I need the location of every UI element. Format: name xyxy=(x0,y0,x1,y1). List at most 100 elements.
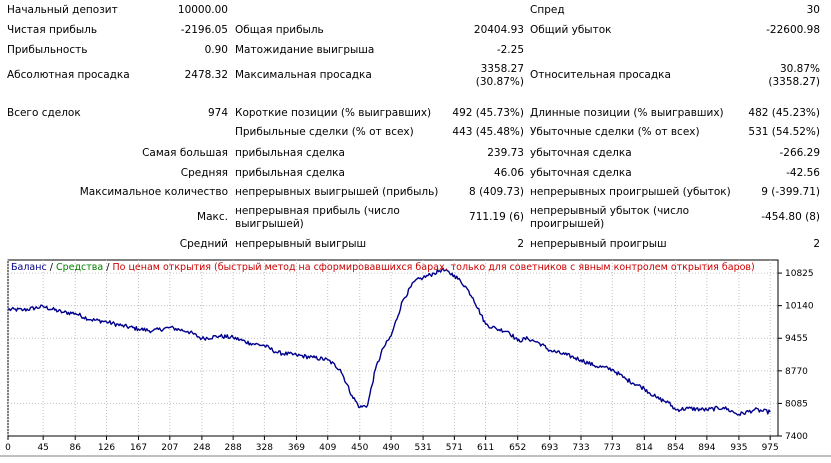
x-tick-label: 611 xyxy=(477,443,494,453)
balance-chart-panel: 0 45 86 126 167 207 248 288 328 369 409 450 490 531 57… xyxy=(0,258,831,463)
x-tick-label: 167 xyxy=(130,443,147,453)
y-tick-label: 8085 xyxy=(785,399,808,409)
x-tick-label: 126 xyxy=(98,443,115,453)
y-tick-label: 8770 xyxy=(785,367,808,377)
average-profit-label: прибыльная сделка xyxy=(235,167,345,179)
x-tick-label: 773 xyxy=(604,443,621,453)
legend-balance: Баланс xyxy=(11,262,47,273)
profit-trades-label: Прибыльные сделки (% от всех) xyxy=(235,126,414,138)
profit-factor-label: Прибыльность xyxy=(7,44,88,56)
x-tick-label: 0 xyxy=(5,443,11,453)
max-count-losses-value: 9 (-399.71) xyxy=(761,186,820,198)
x-tick-label: 207 xyxy=(161,443,178,453)
largest-profit-label: прибыльная сделка xyxy=(235,147,345,159)
x-tick-label: 733 xyxy=(572,443,589,453)
max-amount-wins-value: 711.19 (6) xyxy=(469,211,524,223)
x-tick-label: 814 xyxy=(636,443,653,453)
rel-drawdown-label: Относительная просадка xyxy=(530,69,671,81)
avg-consecutive-losses-label: непрерывный проигрыш xyxy=(530,238,667,250)
x-tick-label: 894 xyxy=(698,443,715,453)
rel-drawdown-percent: 30.87% xyxy=(779,63,820,75)
x-axis: 0 45 86 126 167 207 248 288 328 369 409 450 490 531 57… xyxy=(0,436,831,457)
max-count-prefix: Максимальное количество xyxy=(79,186,228,198)
x-tick-label: 652 xyxy=(509,443,526,453)
avg-consecutive-losses-value: 2 xyxy=(813,238,820,250)
max-drawdown-percent: (30.87%) xyxy=(475,76,524,88)
average-prefix: Средняя xyxy=(180,167,228,179)
x-tick-label: 369 xyxy=(288,443,305,453)
largest-loss-value: -266.29 xyxy=(779,147,820,159)
gross-loss-value: -22600.98 xyxy=(766,24,820,36)
net-profit-label: Чистая прибыль xyxy=(7,24,98,36)
short-positions-value: 492 (45.73%) xyxy=(452,107,524,119)
largest-profit-value: 239.73 xyxy=(487,147,524,159)
x-tick-label: 450 xyxy=(351,443,368,453)
balance-line xyxy=(7,267,771,416)
spread-value: 30 xyxy=(806,4,820,16)
expected-payoff-value: -2.25 xyxy=(496,44,524,56)
max-amount-losses-value: -454.80 (8) xyxy=(761,211,820,223)
x-tick-label: 693 xyxy=(541,443,558,453)
x-tick-label: 45 xyxy=(37,443,48,453)
x-tick-label: 490 xyxy=(382,443,399,453)
rel-drawdown-value: (3358.27) xyxy=(768,76,820,88)
total-trades-value: 974 xyxy=(207,107,228,119)
x-tick-label: 935 xyxy=(730,443,747,453)
x-tick-label: 409 xyxy=(319,443,336,453)
gross-profit-label: Общая прибыль xyxy=(235,24,324,36)
report-stats: Начальный депозит 10000.00 Спред 30 Чист… xyxy=(7,4,820,250)
average-profit-value: 46.06 xyxy=(493,167,524,179)
largest-prefix: Самая большая xyxy=(142,147,228,159)
short-positions-label: Короткие позиции (% выигравших) xyxy=(235,107,432,119)
long-positions-value: 482 (45.23%) xyxy=(748,107,820,119)
y-axis: 7400 8085 8770 9455 10140 10825 xyxy=(778,269,814,442)
largest-loss-label: убыточная сделка xyxy=(530,147,632,159)
chart-legend: Баланс / Средства / По ценам открытия (б… xyxy=(11,262,755,274)
initial-deposit-label: Начальный депозит xyxy=(7,4,118,16)
gross-profit-value: 20404.93 xyxy=(473,24,524,36)
initial-deposit-value: 10000.00 xyxy=(177,4,228,16)
legend-equity: Средства xyxy=(55,262,104,273)
max-drawdown-label: Максимальная просадка xyxy=(235,69,372,81)
x-tick-label: 86 xyxy=(70,443,82,453)
y-tick-label: 10140 xyxy=(785,302,814,312)
average-loss-label: убыточная сделка xyxy=(530,167,632,179)
avg-consecutive-prefix: Средний xyxy=(179,238,228,250)
max-drawdown-value: 3358.27 xyxy=(480,63,524,75)
legend-separator: / xyxy=(106,262,110,273)
average-loss-value: -42.56 xyxy=(786,167,820,179)
loss-trades-value: 531 (54.52%) xyxy=(748,126,820,138)
x-tick-label: 328 xyxy=(256,443,273,453)
max-count-wins-value: 8 (409.73) xyxy=(469,186,524,198)
abs-drawdown-label: Абсолютная просадка xyxy=(7,69,130,81)
profit-factor-value: 0.90 xyxy=(204,44,228,56)
avg-consecutive-wins-value: 2 xyxy=(517,238,524,250)
x-tick-label: 531 xyxy=(415,443,432,453)
gross-loss-label: Общий убыток xyxy=(530,24,612,36)
x-tick-label: 571 xyxy=(446,443,463,453)
max-count-losses-label: непрерывных проигрышей (убыток) xyxy=(530,186,731,198)
expected-payoff-label: Матожидание выигрыша xyxy=(235,44,375,56)
chart-grid xyxy=(7,260,778,436)
legend-model: По ценам открытия (быстрый метод на сфор… xyxy=(112,262,755,273)
max-amount-prefix: Макс. xyxy=(197,211,228,223)
plot-area xyxy=(7,259,779,437)
y-tick-label: 7400 xyxy=(785,432,808,442)
balance-chart: 0 45 86 126 167 207 248 288 328 369 409 450 490 531 57… xyxy=(0,259,831,457)
total-trades-label: Всего сделок xyxy=(7,107,81,119)
net-profit-value: -2196.05 xyxy=(180,24,228,36)
max-amount-wins-label: непрерывная прибыль (число выигрышей) xyxy=(235,205,400,230)
loss-trades-label: Убыточные сделки (% от всех) xyxy=(530,126,700,138)
avg-consecutive-wins-label: непрерывный выигрыш xyxy=(235,238,367,250)
y-tick-label: 9455 xyxy=(785,334,808,344)
max-count-wins-label: непрерывных выигрышей (прибыль) xyxy=(235,186,439,198)
spread-label: Спред xyxy=(530,4,565,16)
legend-separator: / xyxy=(49,262,53,273)
abs-drawdown-value: 2478.32 xyxy=(184,69,228,81)
x-tick-label: 975 xyxy=(762,443,779,453)
long-positions-label: Длинные позиции (% выигравших) xyxy=(530,107,724,119)
profit-trades-value: 443 (45.48%) xyxy=(452,126,524,138)
max-amount-losses-label: непрерывный убыток (число проигрышей) xyxy=(530,205,690,230)
chart-series xyxy=(7,267,771,416)
x-tick-label: 854 xyxy=(667,443,684,453)
